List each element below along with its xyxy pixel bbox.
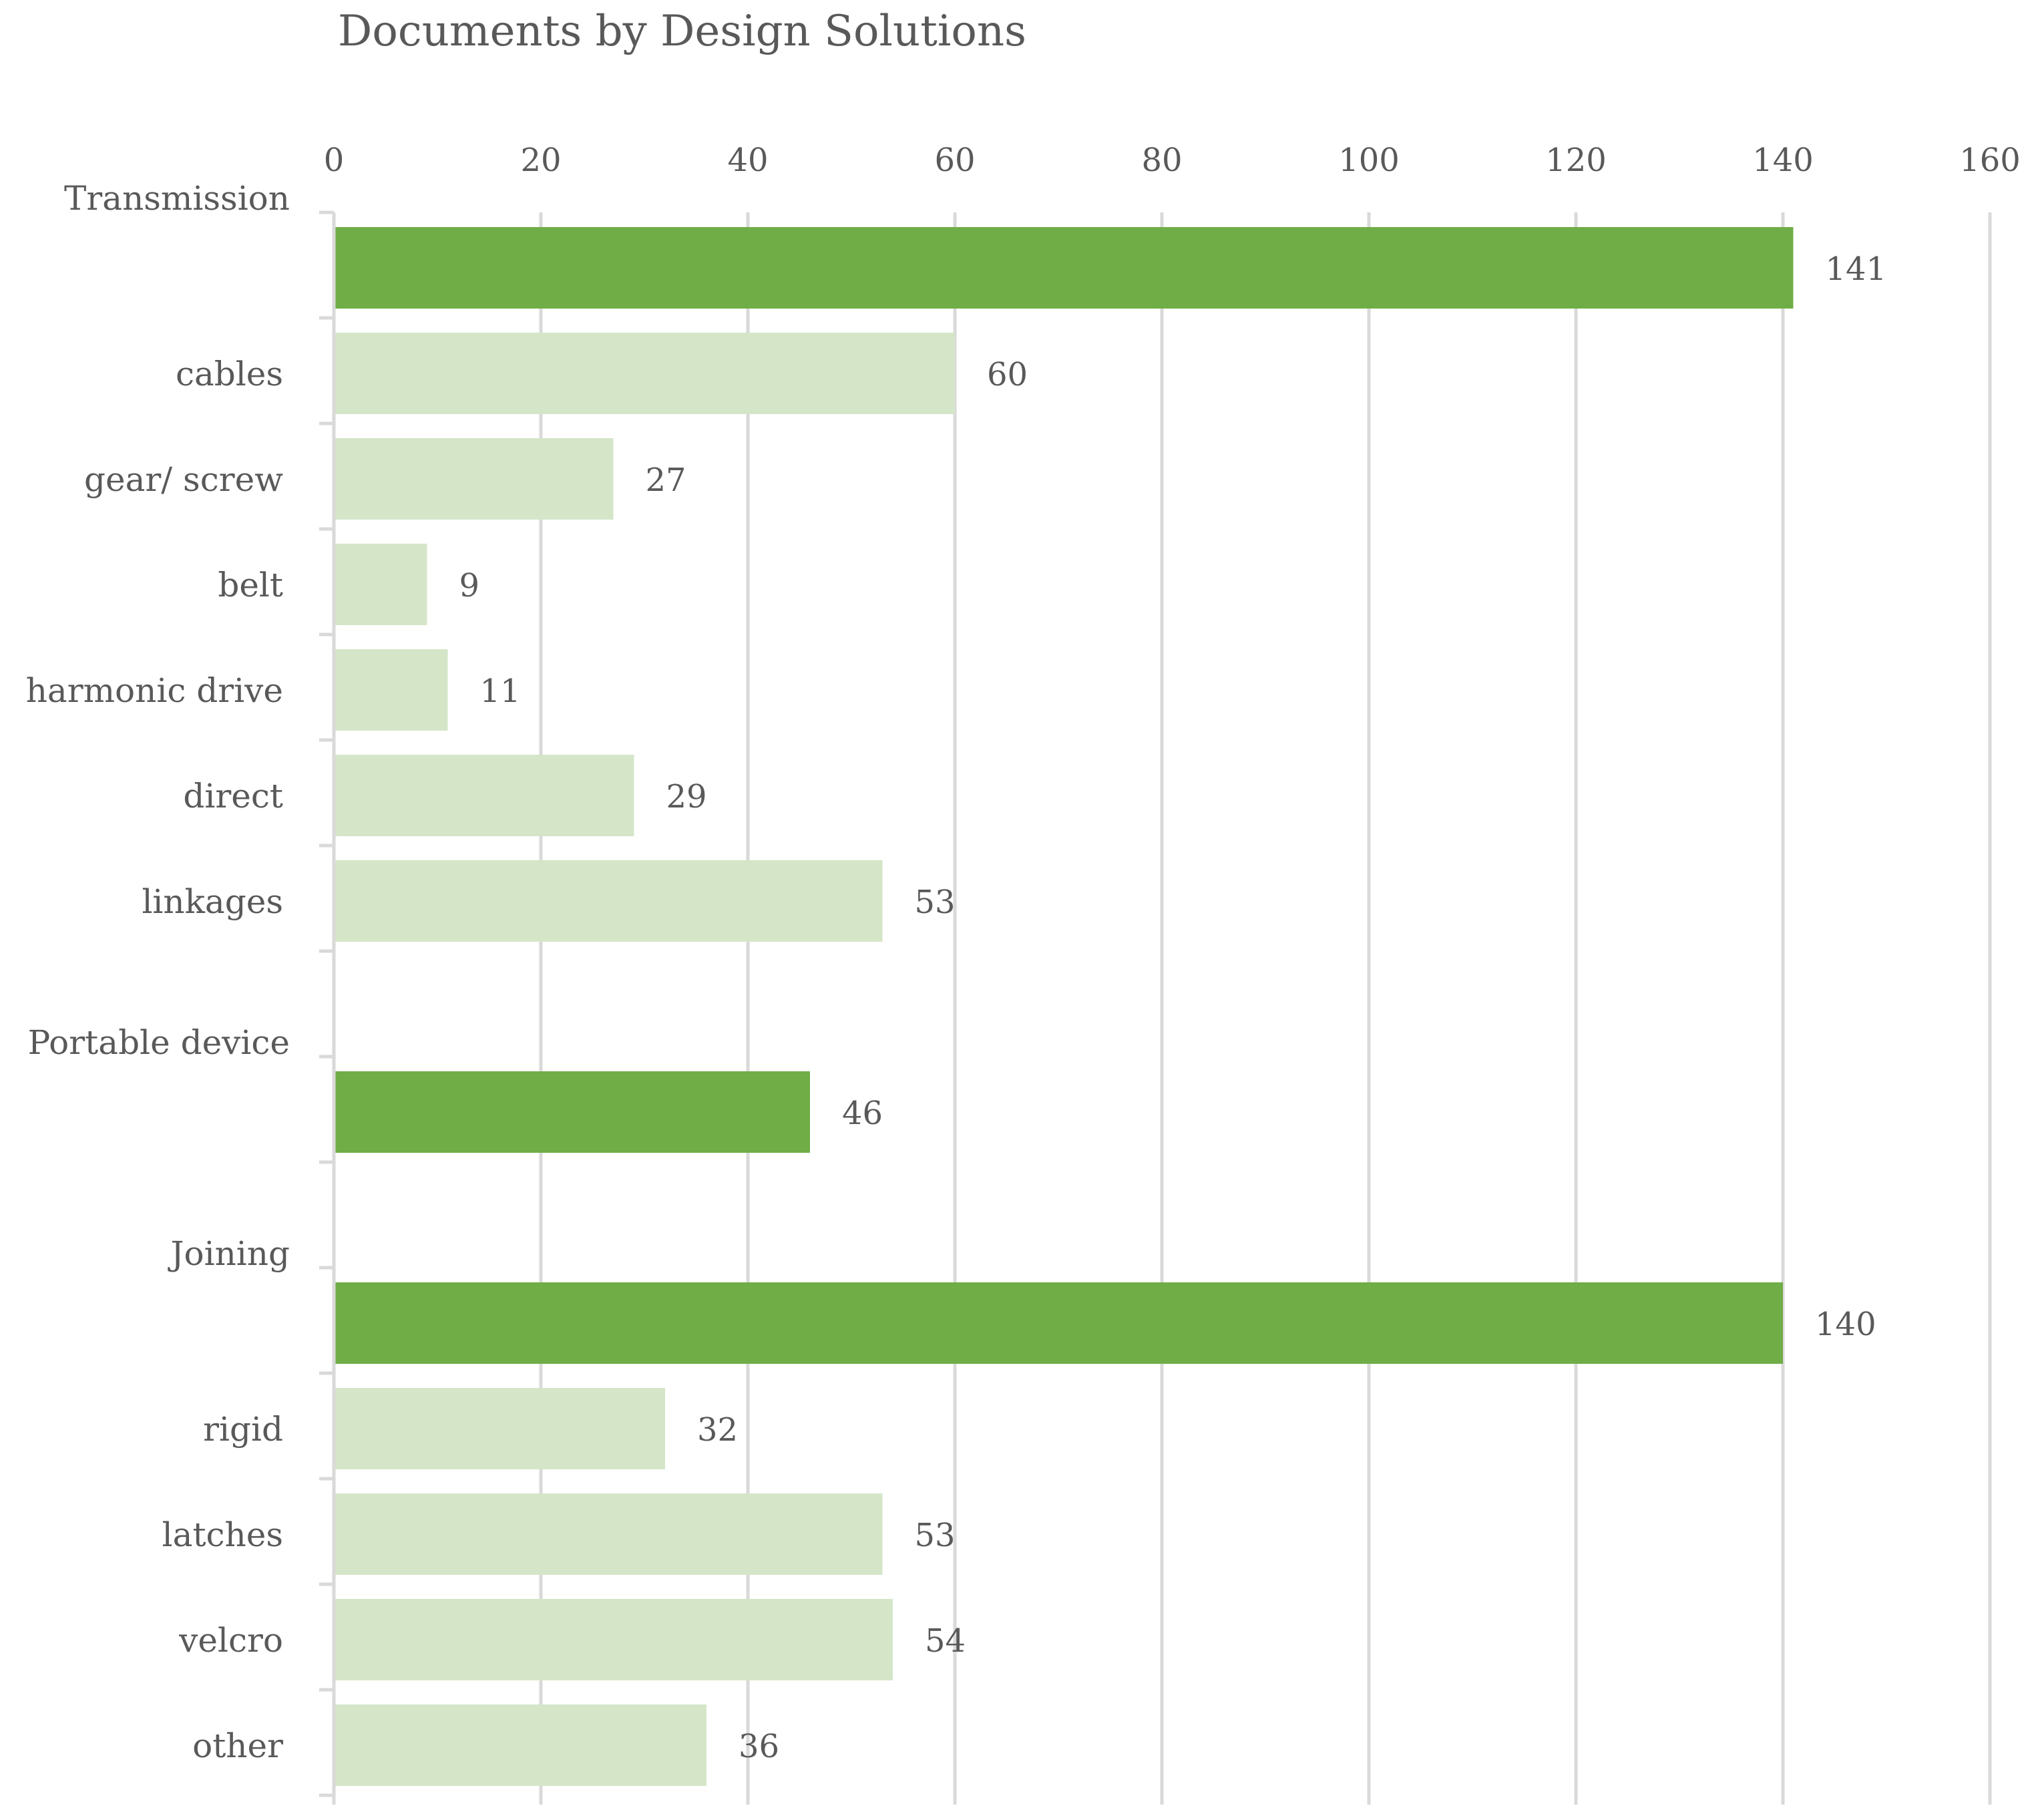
data-labels: 141 60 27 9 11 29 53 46 140 32 53 54 36: [459, 250, 1887, 1765]
bar: [334, 227, 1794, 309]
bar: [334, 1493, 883, 1575]
bar: [334, 1282, 1783, 1364]
bar: [334, 860, 883, 942]
category-label: direct: [183, 777, 283, 815]
x-tick-label: 160: [1959, 142, 2021, 179]
category-labels: Transmission cables gear/ screw belt harmoni…: [26, 179, 290, 1765]
data-label: 9: [459, 567, 480, 604]
x-tick-label: 100: [1338, 142, 1400, 179]
bar: [334, 1599, 893, 1680]
data-label: 60: [987, 356, 1028, 393]
x-tick-label: 140: [1752, 142, 1814, 179]
bar: [334, 649, 448, 731]
data-label: 36: [739, 1728, 779, 1765]
bar: [334, 544, 427, 625]
data-label: 11: [480, 673, 521, 710]
gridlines: [539, 212, 1992, 1805]
category-label: Portable device: [28, 1023, 290, 1062]
category-label: gear/ screw: [84, 460, 283, 499]
bar: [334, 438, 614, 520]
x-tick-label: 120: [1545, 142, 1607, 179]
data-label: 54: [925, 1622, 966, 1660]
value-axis-ticks: 0 20 40 60 80 100 120 140 160: [324, 142, 2021, 179]
category-label: Joining: [167, 1234, 290, 1273]
category-label: other: [192, 1726, 283, 1765]
bar: [334, 1071, 810, 1153]
data-label: 53: [915, 884, 956, 921]
category-label: linkages: [142, 882, 283, 921]
category-label: Transmission: [64, 179, 290, 218]
category-label: rigid: [203, 1410, 283, 1449]
data-label: 32: [697, 1411, 738, 1449]
x-tick-label: 20: [520, 142, 561, 179]
x-tick-label: 40: [727, 142, 768, 179]
category-label: cables: [176, 355, 283, 393]
data-label: 53: [915, 1517, 956, 1554]
category-axis: [319, 210, 336, 1805]
category-label: belt: [218, 566, 283, 604]
bar: [334, 1704, 706, 1786]
category-label: latches: [162, 1515, 283, 1554]
data-label: 27: [646, 462, 686, 499]
category-label: velcro: [178, 1621, 283, 1660]
bars: [334, 227, 1794, 1786]
data-label: 140: [1815, 1306, 1876, 1343]
data-label: 141: [1826, 250, 1887, 288]
bar: [334, 755, 634, 836]
category-label: harmonic drive: [26, 671, 283, 710]
chart-title: Documents by Design Solutions: [338, 7, 1026, 56]
bar: [334, 333, 955, 414]
data-label: 46: [842, 1095, 883, 1132]
x-tick-label: 60: [934, 142, 975, 179]
x-tick-label: 80: [1141, 142, 1182, 179]
x-tick-label: 0: [324, 142, 345, 179]
data-label: 29: [666, 778, 707, 815]
bar: [334, 1388, 665, 1469]
